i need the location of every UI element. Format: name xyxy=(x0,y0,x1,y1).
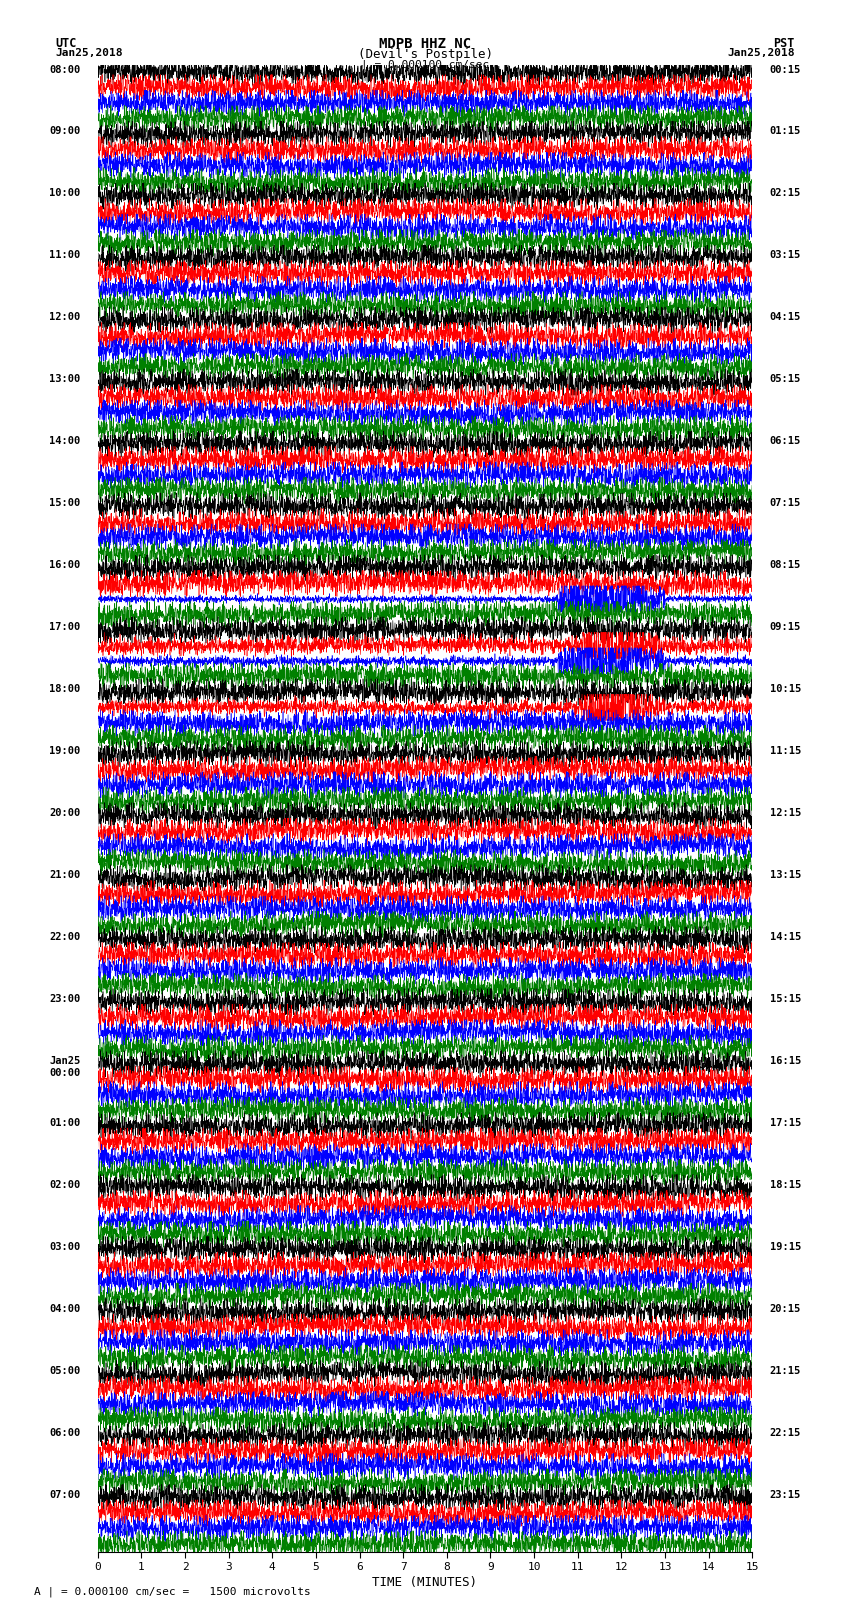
Text: 21:15: 21:15 xyxy=(770,1366,801,1376)
Text: 22:15: 22:15 xyxy=(770,1428,801,1437)
Text: 19:00: 19:00 xyxy=(49,747,80,756)
Text: 01:00: 01:00 xyxy=(49,1118,80,1127)
Text: 05:00: 05:00 xyxy=(49,1366,80,1376)
Text: 14:00: 14:00 xyxy=(49,436,80,447)
Text: Jan25
00:00: Jan25 00:00 xyxy=(49,1057,80,1077)
Text: 03:15: 03:15 xyxy=(770,250,801,260)
Text: 20:15: 20:15 xyxy=(770,1303,801,1315)
Text: 06:15: 06:15 xyxy=(770,436,801,447)
Text: 22:00: 22:00 xyxy=(49,932,80,942)
Text: 16:00: 16:00 xyxy=(49,560,80,571)
Text: 23:15: 23:15 xyxy=(770,1490,801,1500)
Text: 15:00: 15:00 xyxy=(49,498,80,508)
Text: 23:00: 23:00 xyxy=(49,994,80,1003)
Text: 09:15: 09:15 xyxy=(770,623,801,632)
Text: 08:15: 08:15 xyxy=(770,560,801,571)
Text: 06:00: 06:00 xyxy=(49,1428,80,1437)
Text: 13:00: 13:00 xyxy=(49,374,80,384)
Text: 00:15: 00:15 xyxy=(770,65,801,74)
Text: 18:15: 18:15 xyxy=(770,1181,801,1190)
Text: 04:00: 04:00 xyxy=(49,1303,80,1315)
Text: 11:15: 11:15 xyxy=(770,747,801,756)
Text: 10:15: 10:15 xyxy=(770,684,801,694)
Text: 15:15: 15:15 xyxy=(770,994,801,1003)
Text: | = 0.000100 cm/sec: | = 0.000100 cm/sec xyxy=(361,60,489,71)
X-axis label: TIME (MINUTES): TIME (MINUTES) xyxy=(372,1576,478,1589)
Text: 17:15: 17:15 xyxy=(770,1118,801,1127)
Text: 07:15: 07:15 xyxy=(770,498,801,508)
Text: Jan25,2018: Jan25,2018 xyxy=(728,48,795,58)
Text: 16:15: 16:15 xyxy=(770,1057,801,1066)
Text: 02:15: 02:15 xyxy=(770,189,801,198)
Text: 01:15: 01:15 xyxy=(770,126,801,137)
Text: 18:00: 18:00 xyxy=(49,684,80,694)
Text: 21:00: 21:00 xyxy=(49,869,80,881)
Text: A | = 0.000100 cm/sec =   1500 microvolts: A | = 0.000100 cm/sec = 1500 microvolts xyxy=(34,1586,311,1597)
Text: UTC: UTC xyxy=(55,37,76,50)
Text: 17:00: 17:00 xyxy=(49,623,80,632)
Text: Jan25,2018: Jan25,2018 xyxy=(55,48,122,58)
Text: 05:15: 05:15 xyxy=(770,374,801,384)
Text: (Devil's Postpile): (Devil's Postpile) xyxy=(358,48,492,61)
Text: 04:15: 04:15 xyxy=(770,313,801,323)
Text: 10:00: 10:00 xyxy=(49,189,80,198)
Text: 02:00: 02:00 xyxy=(49,1181,80,1190)
Text: 13:15: 13:15 xyxy=(770,869,801,881)
Text: 03:00: 03:00 xyxy=(49,1242,80,1252)
Text: 12:15: 12:15 xyxy=(770,808,801,818)
Text: 14:15: 14:15 xyxy=(770,932,801,942)
Text: MDPB HHZ NC: MDPB HHZ NC xyxy=(379,37,471,52)
Text: 08:00: 08:00 xyxy=(49,65,80,74)
Text: 11:00: 11:00 xyxy=(49,250,80,260)
Text: PST: PST xyxy=(774,37,795,50)
Text: 12:00: 12:00 xyxy=(49,313,80,323)
Text: 09:00: 09:00 xyxy=(49,126,80,137)
Text: 20:00: 20:00 xyxy=(49,808,80,818)
Text: 19:15: 19:15 xyxy=(770,1242,801,1252)
Text: 07:00: 07:00 xyxy=(49,1490,80,1500)
